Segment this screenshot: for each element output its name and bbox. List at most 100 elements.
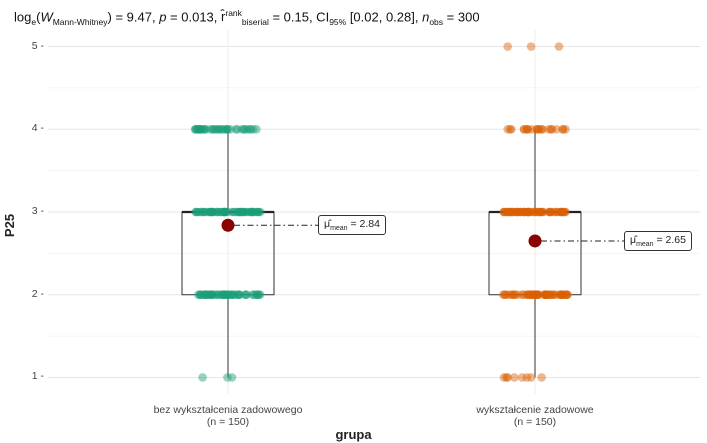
data-point xyxy=(546,207,556,217)
data-point xyxy=(553,207,563,217)
data-point xyxy=(514,207,523,217)
data-point xyxy=(217,290,227,300)
data-point xyxy=(537,124,547,134)
data-point xyxy=(255,290,265,300)
data-point xyxy=(519,124,529,134)
data-point xyxy=(196,124,205,134)
data-point xyxy=(532,290,542,300)
data-point xyxy=(530,290,540,300)
data-point xyxy=(210,124,219,134)
data-point xyxy=(499,373,509,382)
data-point xyxy=(227,373,237,382)
data-point xyxy=(542,290,551,300)
data-point xyxy=(213,290,223,300)
data-point xyxy=(190,124,200,134)
data-point xyxy=(198,373,207,382)
data-point xyxy=(195,124,205,134)
data-point xyxy=(507,124,516,134)
data-point xyxy=(549,290,558,300)
boxplots xyxy=(181,129,582,378)
data-point xyxy=(223,124,232,134)
data-point xyxy=(546,124,556,134)
mean-label: μ̂mean = 2.84 xyxy=(318,215,386,236)
data-point xyxy=(229,207,238,217)
data-point xyxy=(549,207,559,217)
mean-markers xyxy=(221,218,624,248)
data-point xyxy=(552,207,562,217)
data-point xyxy=(214,124,223,134)
data-point xyxy=(206,290,215,300)
data-point xyxy=(247,207,256,217)
data-point xyxy=(221,207,231,217)
data-point xyxy=(558,290,567,300)
data-point xyxy=(556,207,565,217)
data-point xyxy=(527,207,537,217)
y-tick-label: 4 - xyxy=(31,122,44,135)
data-point xyxy=(509,207,519,217)
mean-point xyxy=(528,234,542,248)
data-point xyxy=(506,207,515,217)
data-point xyxy=(502,290,512,300)
data-point xyxy=(226,124,235,134)
data-point xyxy=(520,207,530,217)
data-point xyxy=(546,207,555,217)
data-point xyxy=(194,290,203,300)
data-point xyxy=(538,124,547,134)
data-point xyxy=(561,124,570,134)
data-point xyxy=(254,290,264,300)
data-point xyxy=(217,290,226,300)
data-point xyxy=(236,207,246,217)
data-point xyxy=(557,207,567,217)
data-point xyxy=(525,290,534,300)
data-point xyxy=(213,124,222,134)
data-point xyxy=(196,207,206,217)
data-point xyxy=(219,207,229,217)
data-point xyxy=(241,207,250,217)
data-point xyxy=(200,124,209,134)
data-point xyxy=(205,207,215,217)
data-point xyxy=(534,207,543,217)
data-point xyxy=(515,207,525,217)
data-point xyxy=(226,290,236,300)
data-point xyxy=(508,207,518,217)
data-point xyxy=(522,290,531,300)
data-point xyxy=(201,124,211,134)
data-point xyxy=(199,207,208,217)
data-point xyxy=(200,290,210,300)
data-point xyxy=(230,290,240,300)
data-point xyxy=(563,290,572,300)
data-point xyxy=(502,373,511,382)
data-point xyxy=(546,290,556,300)
data-point xyxy=(524,207,533,217)
data-point xyxy=(212,207,221,217)
data-point xyxy=(512,207,522,217)
y-tick-label: 5 - xyxy=(31,39,44,52)
data-point xyxy=(533,290,543,300)
y-tick-label: 1 - xyxy=(31,370,44,383)
data-point xyxy=(527,290,536,300)
data-point xyxy=(217,207,227,217)
data-point xyxy=(233,207,242,217)
data-point xyxy=(508,207,517,217)
data-point xyxy=(517,373,527,382)
data-point xyxy=(220,207,230,217)
data-point xyxy=(560,207,569,217)
data-point xyxy=(552,124,561,134)
data-point xyxy=(206,290,215,300)
data-point xyxy=(532,124,542,134)
data-point xyxy=(533,290,542,300)
data-point xyxy=(537,373,546,382)
data-point xyxy=(195,290,205,300)
data-point xyxy=(229,290,239,300)
data-point xyxy=(506,207,515,217)
data-point xyxy=(528,290,538,300)
data-point xyxy=(544,207,553,217)
data-point xyxy=(513,207,522,217)
data-point xyxy=(499,207,509,217)
data-point xyxy=(504,207,514,217)
data-point xyxy=(539,290,549,300)
data-point xyxy=(236,207,245,217)
data-point xyxy=(545,290,554,300)
data-point xyxy=(509,290,519,300)
data-point xyxy=(531,290,541,300)
